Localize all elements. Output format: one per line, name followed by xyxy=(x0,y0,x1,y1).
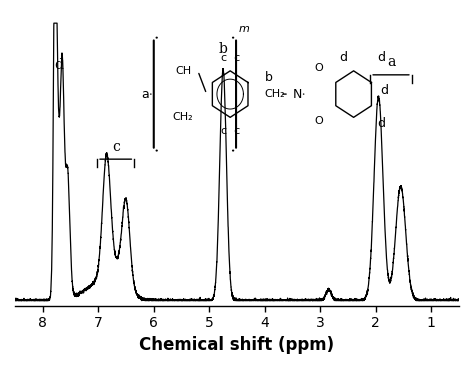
Text: a: a xyxy=(141,87,149,101)
Text: b: b xyxy=(219,42,228,56)
Text: b: b xyxy=(264,71,273,84)
Text: d: d xyxy=(54,58,63,72)
Text: c  c: c c xyxy=(220,125,240,136)
Text: m: m xyxy=(239,24,250,34)
Text: O: O xyxy=(314,62,323,73)
Text: CH₂: CH₂ xyxy=(264,89,284,99)
Text: d: d xyxy=(339,51,347,64)
Text: N: N xyxy=(293,87,302,101)
Text: O: O xyxy=(314,115,323,126)
Text: CH: CH xyxy=(175,66,191,76)
X-axis label: Chemical shift (ppm): Chemical shift (ppm) xyxy=(139,336,335,354)
Text: CH₂: CH₂ xyxy=(173,112,193,123)
Text: d: d xyxy=(377,51,385,64)
Text: a: a xyxy=(387,55,395,69)
Text: d: d xyxy=(377,117,385,130)
Text: c: c xyxy=(112,140,119,154)
Text: c  c: c c xyxy=(220,52,240,63)
Text: d: d xyxy=(380,84,388,97)
